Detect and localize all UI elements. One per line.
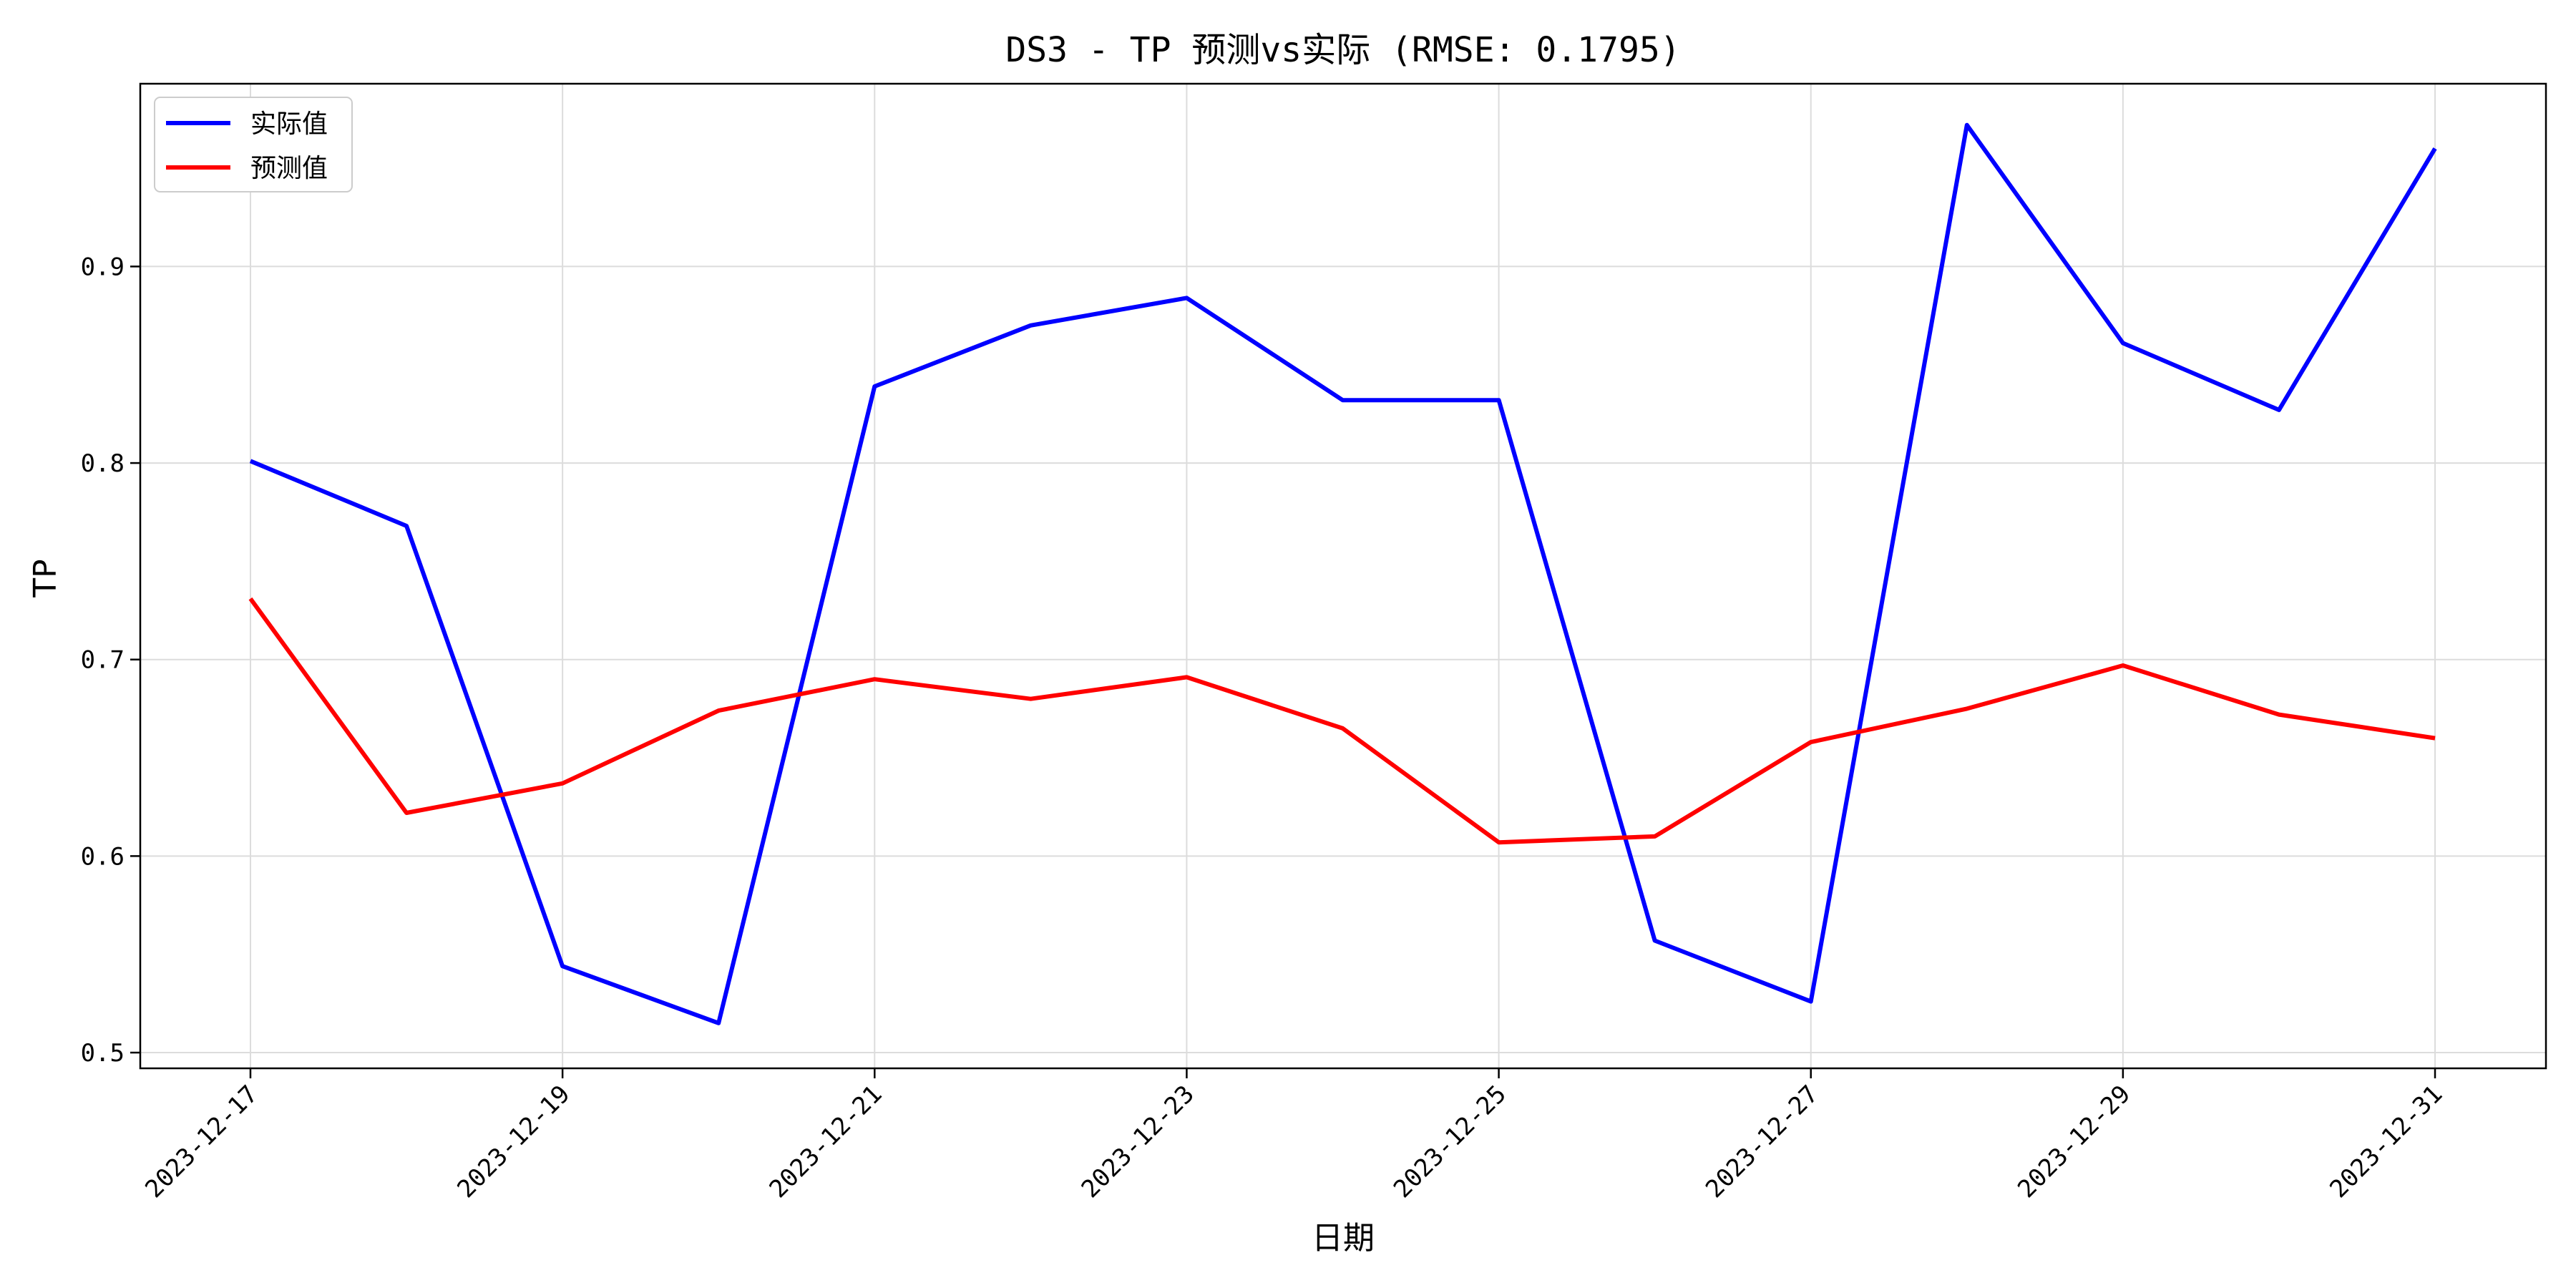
y-tick-label: 0.7 — [81, 646, 125, 675]
x-axis-label: 日期 — [1312, 1220, 1375, 1257]
plot-frame — [139, 82, 2547, 1070]
y-tick-label: 0.8 — [81, 449, 125, 478]
legend-label-0: 实际值 — [250, 109, 328, 139]
chart-title: DS3 - TP 预测vs实际 (RMSE: 0.1795) — [1005, 30, 1680, 70]
y-axis-ticks: 0.5 0.6 0.7 0.8 0.9 — [81, 253, 140, 1068]
series-lines — [248, 122, 2437, 1025]
y-axis-label: TP — [27, 559, 64, 597]
series-line-0 — [249, 122, 2437, 1025]
grid-lines — [140, 84, 2546, 1068]
y-tick-label: 0.6 — [81, 842, 125, 871]
y-tick-label: 0.5 — [81, 1039, 125, 1068]
series-line-1 — [248, 597, 2436, 845]
y-tick-label: 0.9 — [81, 253, 125, 281]
legend-label-1: 预测值 — [250, 154, 328, 183]
